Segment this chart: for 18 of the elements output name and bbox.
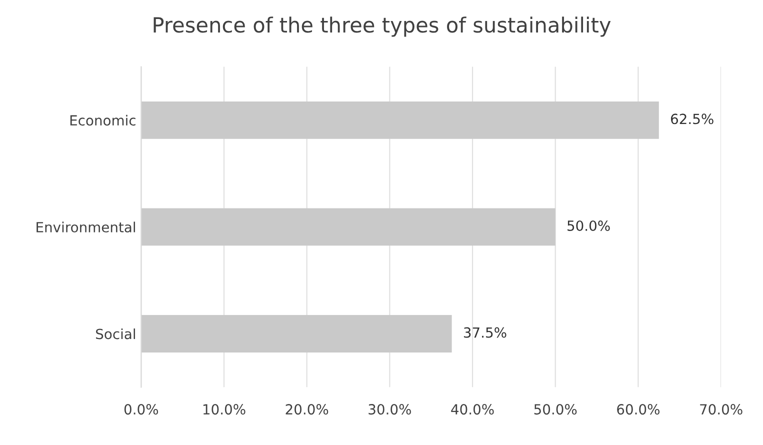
x-tick-label: 20.0%: [286, 404, 328, 415]
data-label: 62.5%: [670, 114, 714, 124]
y-tick-label: Economic: [70, 114, 136, 126]
x-tick-label: 40.0%: [451, 404, 494, 415]
x-tick-label: 70.0%: [700, 404, 742, 415]
x-tick-label: 60.0%: [617, 404, 660, 415]
bar: [141, 315, 452, 352]
x-tick-label: 50.0%: [534, 404, 577, 415]
x-tick-label: 30.0%: [368, 404, 411, 415]
x-tick-label: 10.0%: [203, 404, 246, 415]
chart-title: Presence of the three types of sustainability: [154, 16, 611, 37]
bar: [141, 101, 659, 139]
data-label: 37.5%: [464, 327, 506, 338]
data-label: 50.0%: [568, 220, 610, 231]
bar: [141, 208, 556, 246]
y-tick-label: Environmental: [36, 222, 135, 232]
x-tick-label: 0.0%: [124, 404, 158, 415]
y-tick-label: Social: [96, 328, 135, 340]
